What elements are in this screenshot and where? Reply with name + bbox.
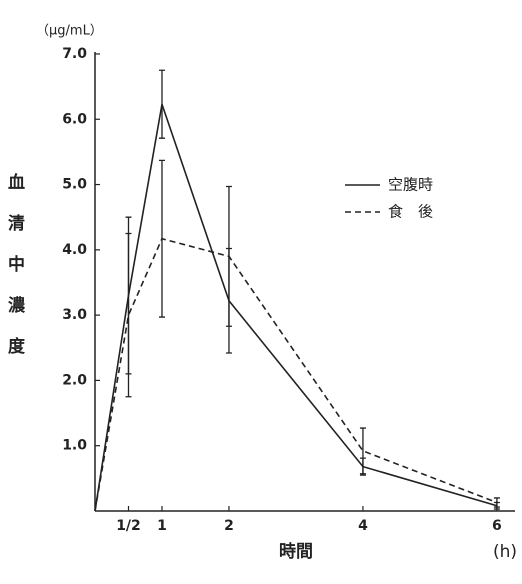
y-tick-label: 4.0 xyxy=(62,242,87,258)
y-tick-label: 5.0 xyxy=(62,177,87,193)
series-line xyxy=(94,103,498,512)
x-tick-label: 2 xyxy=(224,518,234,534)
y-tick-label: 2.0 xyxy=(62,372,87,388)
error-bar xyxy=(158,69,165,139)
error-bar xyxy=(225,185,232,327)
x-tick-label: 4 xyxy=(358,518,368,534)
error-bar xyxy=(493,497,500,508)
y-tick-label: 1.0 xyxy=(62,438,87,454)
error-bar xyxy=(359,427,366,475)
legend-label: 食 後 xyxy=(388,203,433,221)
y-axis-label: 血清中濃度 xyxy=(4,172,25,378)
x-tick-label: 1 xyxy=(157,518,167,534)
x-tick-label: 6 xyxy=(492,518,502,534)
x-unit: (h) xyxy=(493,542,517,562)
error-bar xyxy=(125,232,132,398)
series-line xyxy=(94,237,498,512)
y-tick-label: 3.0 xyxy=(62,307,87,323)
error-bar xyxy=(158,159,165,318)
x-tick-label: 1/2 xyxy=(116,518,141,534)
y-tick-label: 7.0 xyxy=(62,46,87,62)
y-tick-label: 6.0 xyxy=(62,111,87,127)
x-axis-label: 時間 xyxy=(279,541,313,562)
y-unit: （μg/mL） xyxy=(36,24,103,39)
legend-label: 空腹時 xyxy=(388,176,433,194)
